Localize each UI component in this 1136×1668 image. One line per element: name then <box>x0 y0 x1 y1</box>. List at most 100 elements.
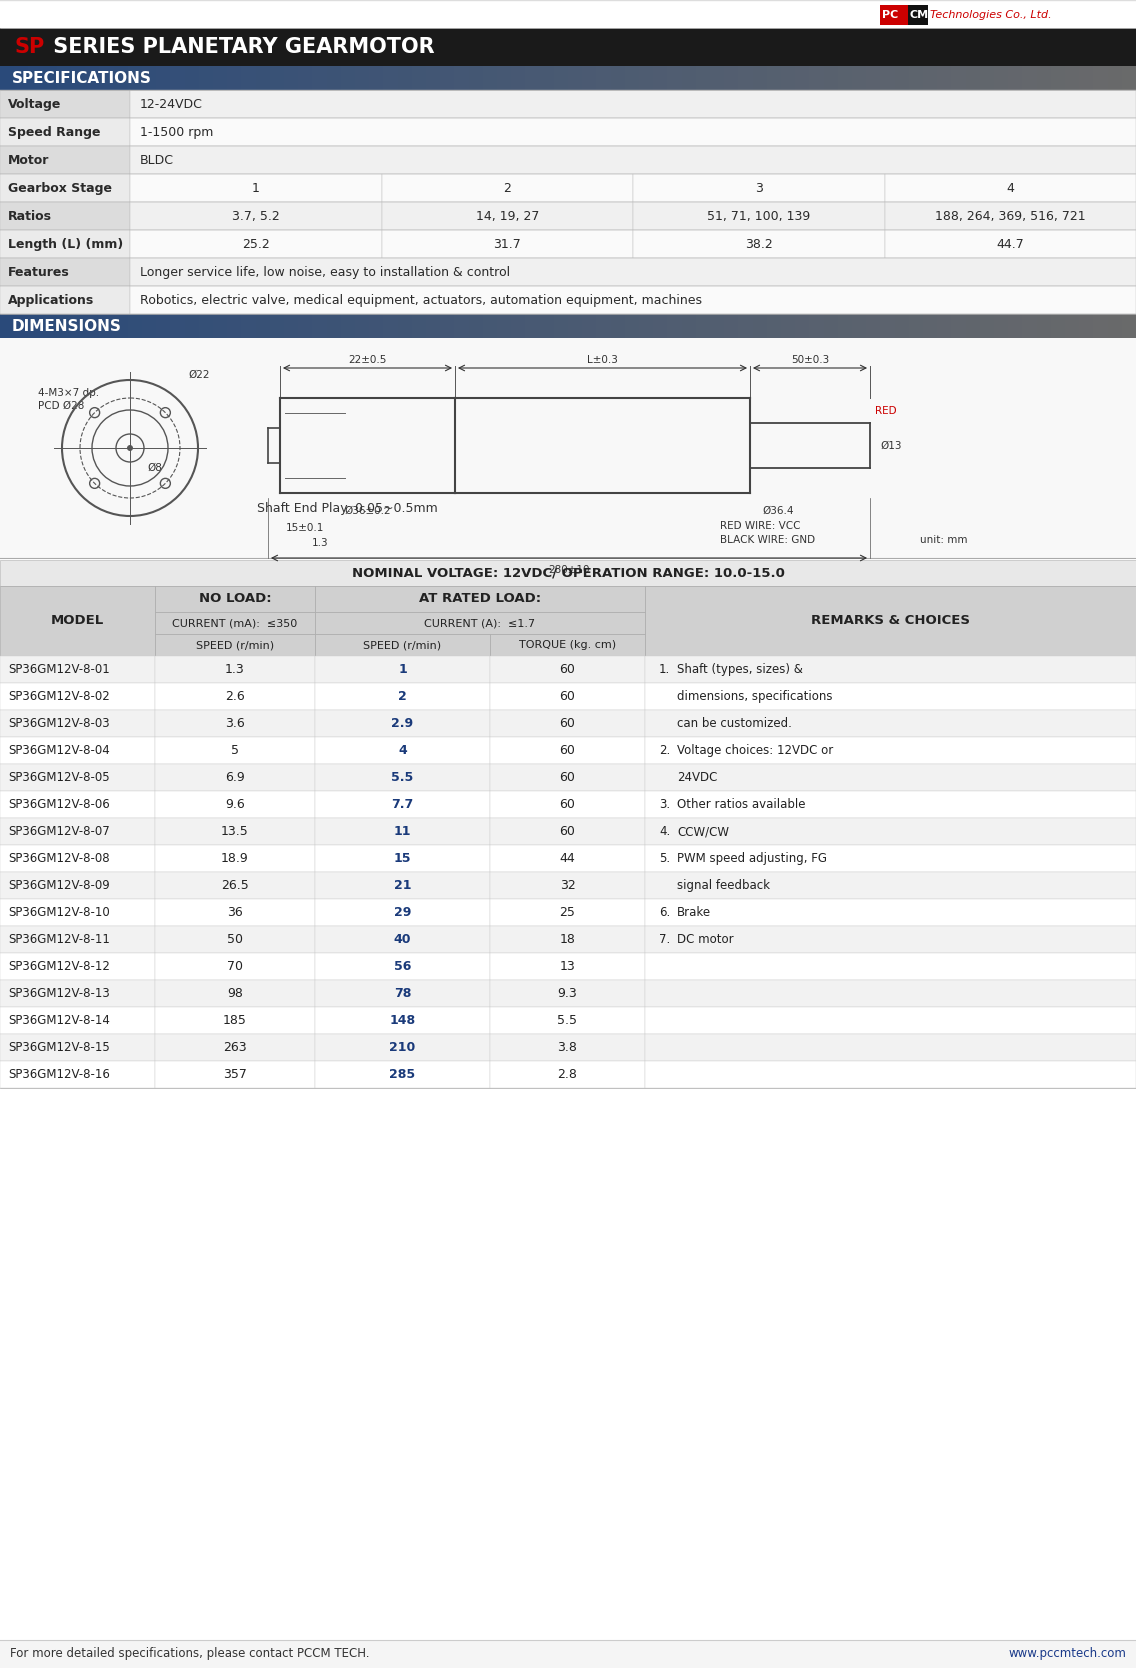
Bar <box>154 656 315 682</box>
Bar <box>327 67 342 90</box>
Text: 2.: 2. <box>659 744 670 757</box>
Text: 9.3: 9.3 <box>558 987 577 1001</box>
Bar <box>170 67 185 90</box>
Bar <box>725 67 740 90</box>
Text: SP36GM12V-8-10: SP36GM12V-8-10 <box>8 906 110 919</box>
Bar <box>994 314 1009 339</box>
Text: 1: 1 <box>252 182 260 195</box>
Text: Other ratios available: Other ratios available <box>677 797 805 811</box>
Bar <box>312 314 327 339</box>
Bar <box>130 202 382 230</box>
Bar <box>154 737 315 764</box>
Bar <box>645 682 1136 711</box>
Text: 13.5: 13.5 <box>222 826 249 837</box>
Bar <box>483 67 498 90</box>
Bar <box>130 118 1136 147</box>
Bar <box>809 314 825 339</box>
Text: 15: 15 <box>394 852 411 866</box>
Bar <box>809 67 825 90</box>
Bar <box>0 656 154 682</box>
Text: RED WIRE: VCC: RED WIRE: VCC <box>720 520 801 530</box>
Text: Speed Range: Speed Range <box>8 125 100 138</box>
Text: 11: 11 <box>394 826 411 837</box>
Bar <box>100 67 115 90</box>
Bar <box>156 67 172 90</box>
Bar <box>130 285 1136 314</box>
Text: 1: 1 <box>398 662 407 676</box>
Bar <box>511 314 526 339</box>
Text: Voltage choices: 12VDC or: Voltage choices: 12VDC or <box>677 744 833 757</box>
Text: DC motor: DC motor <box>677 932 734 946</box>
Bar <box>498 314 512 339</box>
Text: CURRENT (A):  ≤1.7: CURRENT (A): ≤1.7 <box>425 619 535 627</box>
Text: AT RATED LOAD:: AT RATED LOAD: <box>419 592 541 605</box>
Bar <box>1079 67 1094 90</box>
Bar <box>1036 67 1052 90</box>
Bar <box>682 67 696 90</box>
Bar <box>315 817 490 846</box>
Text: 40: 40 <box>394 932 411 946</box>
Bar <box>490 682 645 711</box>
Bar <box>1022 314 1037 339</box>
Bar <box>0 1034 154 1061</box>
Text: Voltage: Voltage <box>8 97 61 110</box>
Bar <box>596 67 611 90</box>
Text: Ø8: Ø8 <box>147 464 161 474</box>
Bar <box>315 634 490 656</box>
Bar <box>154 981 315 1007</box>
Bar <box>633 202 885 230</box>
Bar <box>511 67 526 90</box>
Bar <box>454 67 469 90</box>
Bar <box>852 67 867 90</box>
Bar <box>369 67 384 90</box>
Text: SP36GM12V-8-01: SP36GM12V-8-01 <box>8 662 110 676</box>
Text: Ø36±0.2: Ø36±0.2 <box>344 505 391 515</box>
Text: SPECIFICATIONS: SPECIFICATIONS <box>12 70 152 85</box>
Bar <box>937 314 952 339</box>
Bar <box>0 28 1136 67</box>
Bar <box>895 67 910 90</box>
Bar <box>782 67 796 90</box>
Bar <box>154 952 315 981</box>
Bar <box>43 314 58 339</box>
Bar <box>154 1061 315 1088</box>
Bar <box>184 67 200 90</box>
Bar <box>682 314 696 339</box>
Text: SP36GM12V-8-05: SP36GM12V-8-05 <box>8 771 110 784</box>
Bar <box>880 67 895 90</box>
Bar <box>0 846 154 872</box>
Bar <box>441 314 456 339</box>
Text: 12-24VDC: 12-24VDC <box>140 97 203 110</box>
Bar <box>1051 67 1066 90</box>
Text: SP36GM12V-8-04: SP36GM12V-8-04 <box>8 744 110 757</box>
Text: 1.3: 1.3 <box>311 539 328 549</box>
Bar <box>341 314 356 339</box>
Bar <box>633 230 885 259</box>
Text: SP36GM12V-8-15: SP36GM12V-8-15 <box>8 1041 110 1054</box>
Bar <box>885 173 1136 202</box>
Text: SERIES PLANETARY GEARMOTOR: SERIES PLANETARY GEARMOTOR <box>45 37 435 57</box>
Bar <box>490 926 645 952</box>
Bar <box>382 173 633 202</box>
Bar <box>0 764 154 791</box>
Bar <box>1051 314 1066 339</box>
Bar <box>582 67 598 90</box>
Bar <box>256 67 270 90</box>
Text: 60: 60 <box>560 771 576 784</box>
Text: PC: PC <box>882 10 899 20</box>
Bar <box>315 764 490 791</box>
Bar <box>214 314 228 339</box>
Bar <box>100 314 115 339</box>
Text: 3: 3 <box>754 182 762 195</box>
Text: PCD Ø28: PCD Ø28 <box>37 400 84 410</box>
Bar <box>315 872 490 899</box>
Bar <box>315 585 645 612</box>
Text: dimensions, specifications: dimensions, specifications <box>677 691 833 702</box>
Bar <box>880 314 895 339</box>
Bar <box>256 314 270 339</box>
Text: 36: 36 <box>227 906 243 919</box>
Text: 6.: 6. <box>659 906 670 919</box>
Text: SP36GM12V-8-03: SP36GM12V-8-03 <box>8 717 110 731</box>
Bar <box>568 314 583 339</box>
Text: SP36GM12V-8-16: SP36GM12V-8-16 <box>8 1068 110 1081</box>
